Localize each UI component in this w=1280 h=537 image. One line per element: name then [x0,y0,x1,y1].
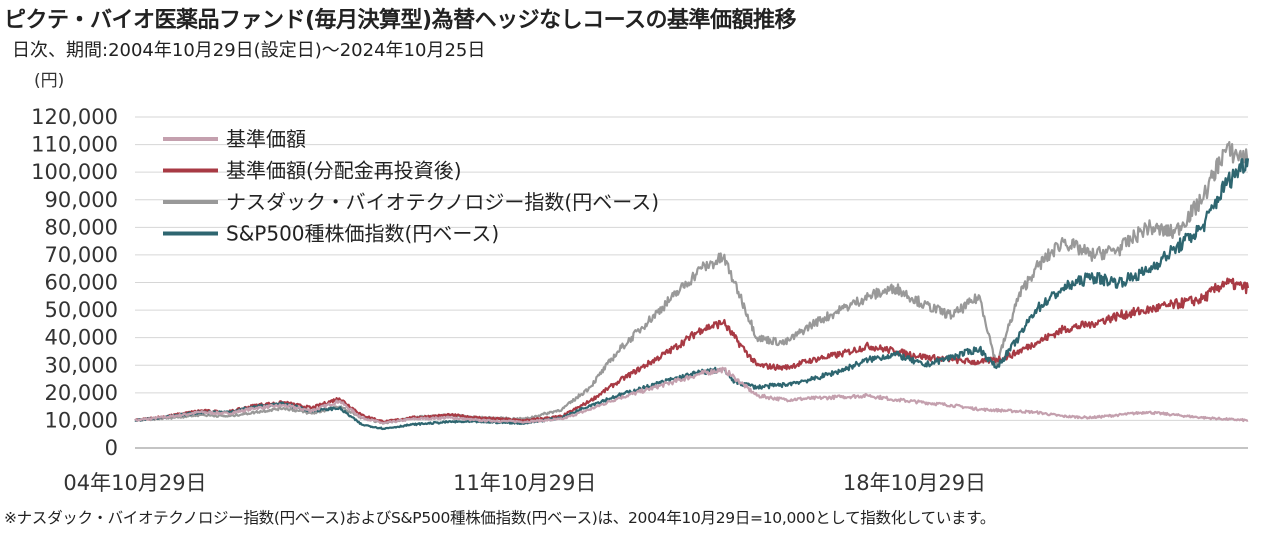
y-axis-unit-label: (円) [34,71,64,91]
y-tick-label: 80,000 [45,215,118,239]
y-tick-label: 70,000 [45,243,118,267]
page-title: ピクテ・バイオ医薬品ファンド(毎月決算型)為替ヘッジなしコースの基準価額推移 [4,8,797,33]
footnote: ※ナスダック・バイオテクノロジー指数(円ベース)およびS&P500種株価指数(円… [4,509,996,527]
legend-label: S&P500種株価指数(円ベース) [226,222,499,246]
x-axis-ticks: 04年10月29日 11年10月29日 18年10月29日 [63,471,986,495]
y-tick-label: 40,000 [45,326,118,350]
y-tick-label: 90,000 [45,188,118,212]
x-tick-label: 04年10月29日 [63,471,206,495]
series-line-3 [134,141,1249,425]
series-line-4 [134,158,1250,431]
y-tick-label: 50,000 [45,298,118,322]
y-tick-label: 100,000 [31,160,118,184]
x-tick-label: 18年10月29日 [843,471,986,495]
x-tick-label: 11年10月29日 [453,471,596,495]
y-axis-ticks: 120,000 110,000 100,000 90,000 80,000 70,000 6… [31,105,118,460]
y-tick-label: 110,000 [31,133,118,157]
legend-label: 基準価額 [226,127,306,151]
y-tick-label: 120,000 [31,105,118,129]
legend-label: ナスダック・バイオテクノロジー指数(円ベース) [226,190,659,214]
series-line-2 [134,277,1250,424]
y-tick-label: 0 [105,436,118,460]
y-tick-label: 10,000 [45,408,118,432]
y-tick-label: 20,000 [45,381,118,405]
line-chart: 120,000 110,000 100,000 90,000 80,000 70,000 6… [31,71,1250,495]
legend-label: 基準価額(分配金再投資後) [226,159,462,183]
series-lines [134,141,1250,431]
chart-subtitle: 日次、期間:2004年10月29日(設定日)〜2024年10月25日 [12,40,486,61]
y-tick-label: 60,000 [45,271,118,295]
y-tick-label: 30,000 [45,353,118,377]
series-line-1 [134,366,1249,425]
